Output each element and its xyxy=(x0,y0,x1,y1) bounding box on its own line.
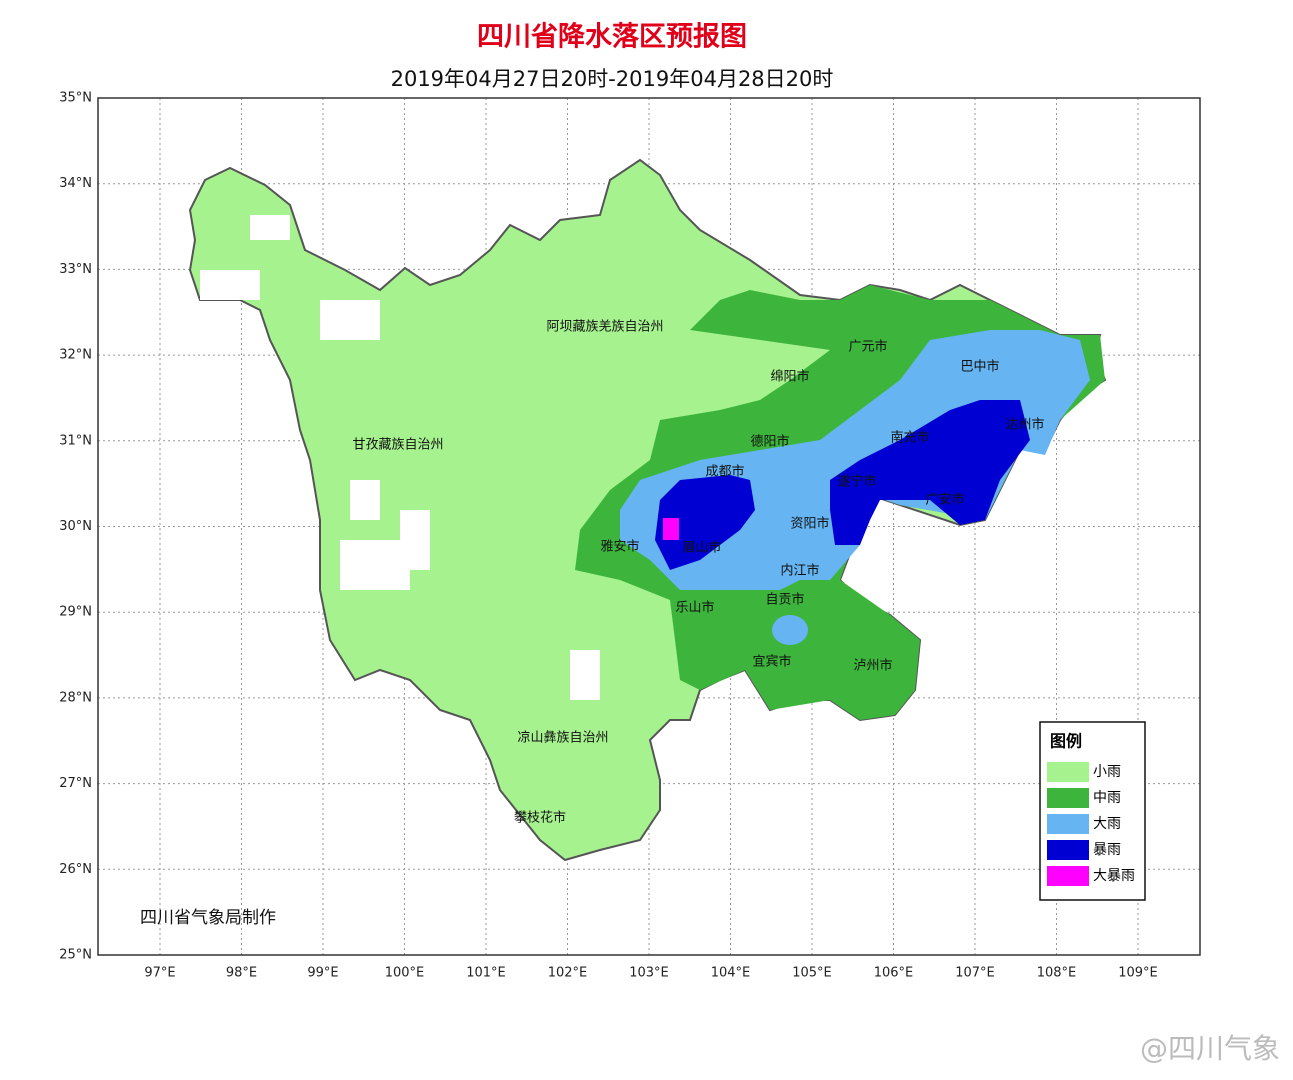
place-label: 成都市 xyxy=(705,464,744,480)
lat-label: 33°N xyxy=(59,262,92,277)
legend-label: 大雨 xyxy=(1093,816,1121,832)
place-label: 甘孜藏族自治州 xyxy=(352,437,443,453)
lat-label: 32°N xyxy=(59,348,92,363)
subtitle: 2019年04月27日20时-2019年04月28日20时 xyxy=(391,67,834,91)
legend-label: 小雨 xyxy=(1093,764,1121,780)
place-label: 乐山市 xyxy=(675,600,714,616)
place-label: 眉山市 xyxy=(682,540,721,556)
lon-label: 104°E xyxy=(711,966,751,981)
lon-label: 106°E xyxy=(874,966,914,981)
legend-title: 图例 xyxy=(1050,732,1082,751)
credit: 四川省气象局制作 xyxy=(140,908,276,928)
place-label: 阿坝藏族羌族自治州 xyxy=(546,319,663,335)
place-label: 泸州市 xyxy=(853,658,892,674)
legend-swatch xyxy=(1047,840,1089,860)
heavy-rain xyxy=(772,615,808,645)
lon-label: 102°E xyxy=(548,966,588,981)
place-label: 内江市 xyxy=(780,563,819,579)
lon-label: 103°E xyxy=(629,966,669,981)
place-label: 雅安市 xyxy=(600,539,639,555)
lon-label: 97°E xyxy=(144,966,175,981)
place-label: 广元市 xyxy=(848,339,887,355)
legend-swatch xyxy=(1047,788,1089,808)
lat-label: 35°N xyxy=(59,91,92,106)
heavy-rainstorm xyxy=(663,518,679,540)
place-label: 南充市 xyxy=(890,430,929,446)
legend-swatch xyxy=(1047,762,1089,782)
legend-label: 中雨 xyxy=(1093,790,1121,806)
lon-label: 101°E xyxy=(466,966,506,981)
lon-label: 100°E xyxy=(385,966,425,981)
watermark: @四川气象 xyxy=(1140,1032,1280,1065)
lat-label: 30°N xyxy=(59,519,92,534)
legend-swatch xyxy=(1047,814,1089,834)
place-label: 遂宁市 xyxy=(837,474,876,490)
lat-label: 29°N xyxy=(59,605,92,620)
lon-label: 98°E xyxy=(226,966,257,981)
legend-label: 大暴雨 xyxy=(1093,868,1135,884)
rainstorm xyxy=(830,400,1030,545)
frame xyxy=(97,97,1201,956)
no-rain-patches xyxy=(200,215,600,700)
lon-label: 105°E xyxy=(792,966,832,981)
lat-label: 26°N xyxy=(59,862,92,877)
place-label: 巴中市 xyxy=(960,359,999,375)
lon-label: 108°E xyxy=(1037,966,1077,981)
lon-label: 99°E xyxy=(307,966,338,981)
place-label: 宜宾市 xyxy=(752,654,791,670)
place-label: 达州市 xyxy=(1005,417,1044,433)
lat-label: 27°N xyxy=(59,776,92,791)
lat-label: 31°N xyxy=(59,433,92,448)
place-label: 自贡市 xyxy=(765,592,804,608)
title: 四川省降水落区预报图 xyxy=(477,22,747,53)
lon-label: 109°E xyxy=(1118,966,1158,981)
lon-label: 107°E xyxy=(955,966,995,981)
precip-map xyxy=(188,158,1107,862)
place-label: 资阳市 xyxy=(790,516,829,532)
place-label: 攀枝花市 xyxy=(514,810,566,826)
place-label: 德阳市 xyxy=(750,434,789,450)
place-label: 凉山彝族自治州 xyxy=(517,730,608,746)
lat-label: 34°N xyxy=(59,176,92,191)
lat-label: 25°N xyxy=(59,948,92,963)
legend-label: 暴雨 xyxy=(1093,842,1121,858)
place-label: 绵阳市 xyxy=(770,369,809,385)
place-label: 广安市 xyxy=(925,492,964,508)
lat-label: 28°N xyxy=(59,690,92,705)
legend-swatch xyxy=(1047,866,1089,886)
rainstorm xyxy=(655,475,755,570)
